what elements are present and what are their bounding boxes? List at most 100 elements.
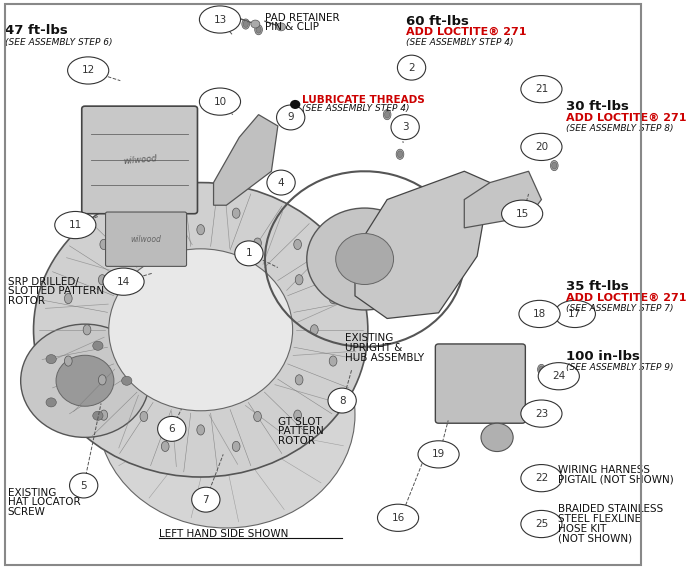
Text: 3: 3	[402, 122, 408, 132]
Text: 18: 18	[533, 309, 546, 319]
Ellipse shape	[377, 504, 419, 531]
Text: 11: 11	[69, 220, 82, 230]
Ellipse shape	[253, 238, 261, 248]
Circle shape	[481, 423, 513, 452]
Text: 47 ft-lbs: 47 ft-lbs	[5, 24, 67, 38]
Text: ADD LOCTITE® 271: ADD LOCTITE® 271	[566, 113, 687, 122]
Ellipse shape	[539, 304, 544, 311]
Text: wilwood: wilwood	[122, 154, 157, 166]
Ellipse shape	[294, 240, 302, 250]
Text: 25: 25	[535, 519, 548, 529]
Text: SCREW: SCREW	[8, 507, 46, 517]
Ellipse shape	[243, 20, 248, 27]
Ellipse shape	[295, 275, 303, 285]
Text: 19: 19	[432, 450, 445, 459]
Text: wilwood: wilwood	[131, 234, 162, 244]
Circle shape	[192, 487, 220, 512]
Ellipse shape	[552, 162, 557, 169]
Ellipse shape	[502, 200, 542, 227]
Text: 5: 5	[80, 480, 87, 490]
Ellipse shape	[554, 300, 596, 328]
Text: WIRING HARNESS: WIRING HARNESS	[558, 465, 650, 475]
Ellipse shape	[99, 275, 106, 285]
Text: 23: 23	[535, 409, 548, 419]
Text: STEEL FLEXLINE: STEEL FLEXLINE	[558, 514, 641, 524]
Ellipse shape	[197, 425, 204, 435]
Text: 21: 21	[535, 84, 548, 94]
Ellipse shape	[162, 208, 169, 218]
Text: HAT LOCATOR: HAT LOCATOR	[8, 497, 81, 508]
Text: ADD LOCTITE® 271: ADD LOCTITE® 271	[566, 292, 687, 303]
Polygon shape	[214, 114, 278, 205]
Ellipse shape	[241, 19, 250, 29]
Text: LUBRICATE THREADS: LUBRICATE THREADS	[302, 95, 425, 105]
Ellipse shape	[68, 57, 108, 84]
Ellipse shape	[396, 149, 404, 159]
Circle shape	[92, 411, 103, 420]
Text: 8: 8	[339, 395, 345, 406]
Text: 17: 17	[568, 309, 582, 319]
Text: 9: 9	[288, 113, 294, 122]
Text: 16: 16	[391, 513, 405, 523]
Circle shape	[234, 241, 263, 266]
Ellipse shape	[100, 410, 108, 420]
Circle shape	[267, 170, 295, 195]
Text: 1: 1	[246, 248, 252, 258]
Circle shape	[398, 55, 426, 80]
Ellipse shape	[55, 212, 96, 238]
Ellipse shape	[253, 411, 261, 422]
Ellipse shape	[539, 366, 544, 373]
Circle shape	[56, 355, 114, 406]
Ellipse shape	[103, 268, 144, 295]
Ellipse shape	[232, 208, 240, 218]
Circle shape	[391, 114, 419, 139]
Text: 10: 10	[214, 97, 227, 106]
Text: 7: 7	[202, 494, 209, 505]
Polygon shape	[355, 171, 490, 319]
Ellipse shape	[140, 238, 148, 248]
Circle shape	[158, 417, 186, 442]
Ellipse shape	[199, 88, 241, 115]
Ellipse shape	[64, 356, 72, 366]
Circle shape	[122, 376, 132, 385]
Ellipse shape	[564, 314, 571, 324]
Text: SRP DRILLED/: SRP DRILLED/	[8, 277, 78, 287]
Ellipse shape	[100, 240, 108, 250]
Ellipse shape	[295, 375, 303, 385]
Text: 22: 22	[535, 473, 548, 483]
Text: (SEE ASSEMBLY STEP 7): (SEE ASSEMBLY STEP 7)	[566, 304, 673, 313]
Text: 13: 13	[214, 14, 227, 24]
Text: PIN & CLIP: PIN & CLIP	[265, 22, 319, 32]
Text: PATTERN: PATTERN	[278, 426, 323, 436]
Circle shape	[92, 341, 103, 351]
Text: 60 ft-lbs: 60 ft-lbs	[407, 15, 469, 28]
Ellipse shape	[384, 111, 390, 118]
Text: (SEE ASSEMBLY STEP 8): (SEE ASSEMBLY STEP 8)	[566, 123, 673, 133]
Ellipse shape	[398, 151, 402, 158]
Text: HUB ASSEMBLY: HUB ASSEMBLY	[345, 353, 424, 362]
Text: PIGTAIL (NOT SHOWN): PIGTAIL (NOT SHOWN)	[558, 475, 674, 484]
Ellipse shape	[199, 6, 241, 33]
Text: LEFT HAND SIDE SHOWN: LEFT HAND SIDE SHOWN	[159, 529, 288, 539]
Circle shape	[276, 23, 286, 31]
Text: EXISTING: EXISTING	[8, 488, 56, 498]
Ellipse shape	[538, 364, 545, 374]
Text: (SEE ASSEMBLY STEP 6): (SEE ASSEMBLY STEP 6)	[5, 38, 112, 47]
Text: 4: 4	[278, 178, 284, 188]
Text: ROTOR: ROTOR	[278, 436, 315, 446]
Text: 2: 2	[408, 63, 415, 73]
Circle shape	[46, 354, 56, 364]
FancyBboxPatch shape	[435, 344, 526, 423]
Ellipse shape	[64, 294, 72, 304]
Circle shape	[290, 100, 300, 109]
Circle shape	[175, 369, 278, 460]
Ellipse shape	[538, 362, 580, 390]
Text: EXISTING: EXISTING	[345, 333, 393, 343]
Ellipse shape	[83, 325, 91, 335]
Circle shape	[108, 249, 293, 411]
Ellipse shape	[294, 410, 302, 420]
Text: 24: 24	[552, 371, 566, 381]
Text: PAD RETAINER: PAD RETAINER	[265, 14, 340, 23]
Ellipse shape	[538, 302, 545, 312]
Text: (NOT SHOWN): (NOT SHOWN)	[558, 533, 632, 543]
